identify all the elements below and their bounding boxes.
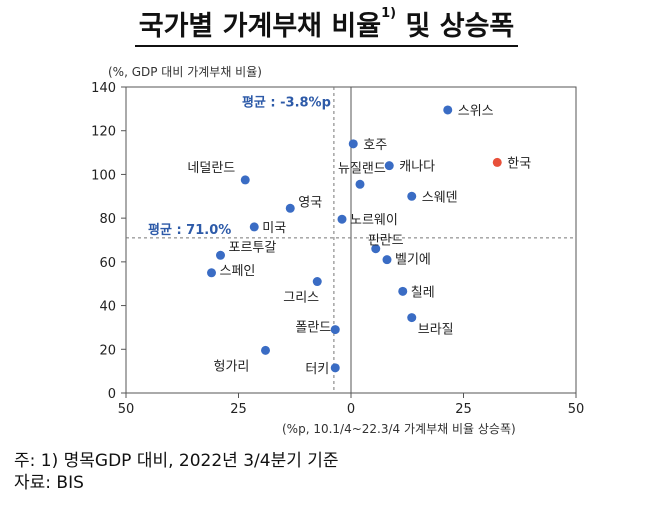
y-tick-label: 140 (91, 81, 116, 96)
data-point-한국 (492, 157, 502, 167)
y-tick-label: 0 (108, 387, 116, 402)
point-label-스웨덴: 스웨덴 (422, 190, 458, 205)
data-point-미국 (249, 222, 259, 232)
point-label-뉴질랜드: 뉴질랜드 (338, 161, 386, 176)
data-point-핀란드 (371, 244, 381, 254)
data-point-벨기에 (382, 255, 392, 265)
average-y-label: 평균 : 71.0% (148, 222, 231, 238)
y-tick-label: 20 (99, 343, 116, 358)
point-label-스위스: 스위스 (458, 104, 494, 119)
point-label-벨기에: 벨기에 (395, 253, 431, 268)
point-label-칠레: 칠레 (411, 285, 435, 300)
average-x-label: 평균 : -3.8%p (242, 95, 331, 111)
chart-title-main: 국가별 가계부채 비율 (138, 11, 382, 42)
x-tick-label: 50 (568, 402, 585, 417)
data-point-영국 (285, 203, 295, 213)
y-tick-label: 40 (99, 300, 116, 315)
chart-title-underlined: 국가별 가계부채 비율1) 및 상승폭 (134, 4, 519, 47)
point-label-핀란드: 핀란드 (368, 234, 404, 249)
point-label-터키: 터키 (305, 362, 329, 377)
footnote-definition: 주: 1) 명목GDP 대비, 2022년 3/4분기 기준 (14, 451, 339, 471)
point-label-스페인: 스페인 (220, 264, 256, 279)
chart-title-suffix: 및 상승폭 (396, 11, 515, 42)
y-tick-label: 120 (91, 125, 116, 140)
chart-title: 국가별 가계부채 비율1) 및 상승폭 (0, 4, 653, 47)
chart-title-footnote-mark: 1) (381, 6, 397, 21)
x-tick-label: 0 (347, 402, 355, 417)
footnotes: 주: 1) 명목GDP 대비, 2022년 3/4분기 기준 자료: BIS (14, 450, 339, 494)
y-axis-label: (%, GDP 대비 가계부채 비율) (108, 65, 262, 79)
data-point-호주 (348, 139, 358, 149)
point-label-호주: 호주 (363, 138, 387, 153)
x-tick-label: 50 (118, 402, 135, 417)
point-label-포르투갈: 포르투갈 (229, 240, 277, 255)
data-point-그리스 (312, 277, 322, 287)
point-label-폴란드: 폴란드 (295, 321, 331, 336)
y-tick-label: 60 (99, 256, 116, 271)
y-tick-label: 100 (91, 168, 116, 183)
point-label-미국: 미국 (262, 221, 286, 236)
data-point-포르투갈 (216, 250, 225, 260)
data-point-헝가리 (261, 345, 270, 355)
data-point-칠레 (398, 286, 408, 296)
point-label-헝가리: 헝가리 (214, 359, 250, 374)
point-label-브라질: 브라질 (418, 323, 454, 338)
footnote-source: 자료: BIS (14, 473, 84, 493)
data-point-스위스 (443, 105, 453, 115)
data-point-캐나다 (384, 161, 394, 171)
x-tick-label: 25 (230, 402, 247, 417)
data-point-뉴질랜드 (355, 179, 365, 189)
point-label-그리스: 그리스 (283, 291, 319, 306)
data-point-스페인 (207, 268, 216, 278)
point-label-노르웨이: 노르웨이 (350, 213, 398, 228)
data-point-네덜란드 (240, 175, 250, 185)
point-label-한국: 한국 (507, 156, 531, 171)
data-point-폴란드 (330, 325, 340, 335)
data-point-터키 (330, 363, 340, 373)
point-label-영국: 영국 (298, 195, 322, 210)
y-tick-label: 80 (99, 212, 116, 227)
x-axis-label: (%p, 10.1/4~22.3/4 가계부채 비율 상승폭) (282, 422, 516, 436)
data-point-노르웨이 (337, 214, 347, 224)
point-label-네덜란드: 네덜란드 (187, 161, 235, 176)
x-tick-label: 25 (455, 402, 472, 417)
data-point-브라질 (407, 313, 417, 323)
point-label-캐나다: 캐나다 (399, 160, 435, 175)
data-point-스웨덴 (407, 191, 417, 201)
